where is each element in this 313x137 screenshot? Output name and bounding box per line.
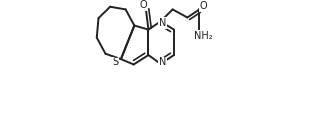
- Text: N: N: [159, 57, 166, 67]
- Text: NH₂: NH₂: [194, 31, 213, 41]
- Text: S: S: [112, 57, 119, 67]
- Text: O: O: [140, 0, 147, 10]
- Text: O: O: [200, 1, 207, 11]
- Text: N: N: [159, 18, 166, 28]
